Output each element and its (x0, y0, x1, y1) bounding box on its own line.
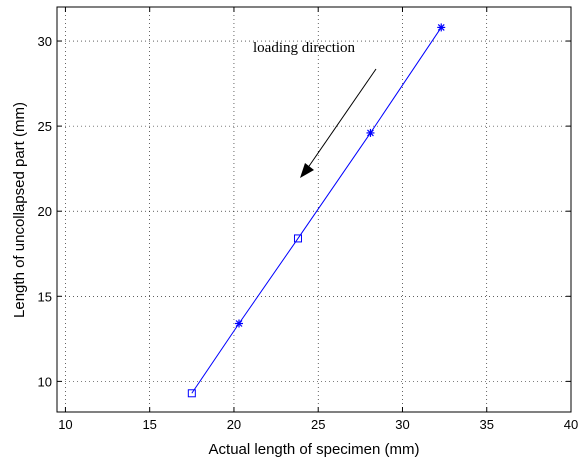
data-point-star (235, 319, 244, 328)
y-tick-label: 30 (38, 34, 52, 49)
annotation-arrowhead (300, 163, 314, 178)
x-tick-label: 35 (480, 417, 494, 432)
data-point-square (293, 234, 302, 243)
x-tick-label: 10 (58, 417, 72, 432)
ticks: 10 15 20 25 30 35 40 10 15 20 25 30 (38, 7, 578, 432)
data-point-star (366, 128, 375, 137)
data-point-star (437, 23, 446, 32)
y-tick-label: 25 (38, 119, 52, 134)
y-tick-label: 15 (38, 289, 52, 304)
x-tick-label: 40 (564, 417, 578, 432)
data-point-square (187, 389, 196, 398)
x-tick-label: 15 (142, 417, 156, 432)
x-tick-label: 20 (227, 417, 241, 432)
y-tick-label: 10 (38, 374, 52, 389)
series-line (191, 27, 442, 394)
x-axis-label: Actual length of specimen (mm) (209, 441, 420, 458)
y-axis-label: Length of uncollapsed part (mm) (11, 102, 28, 318)
annotation-arrow (304, 68, 377, 173)
plot-area (57, 7, 571, 412)
annotation-text: loading direction (253, 40, 356, 56)
series (187, 23, 446, 398)
x-tick-label: 30 (395, 417, 409, 432)
y-tick-label: 20 (38, 204, 52, 219)
grid (57, 7, 572, 412)
x-tick-label: 25 (311, 417, 325, 432)
plot-frame (56, 6, 572, 413)
annotation: loading direction (253, 40, 377, 178)
